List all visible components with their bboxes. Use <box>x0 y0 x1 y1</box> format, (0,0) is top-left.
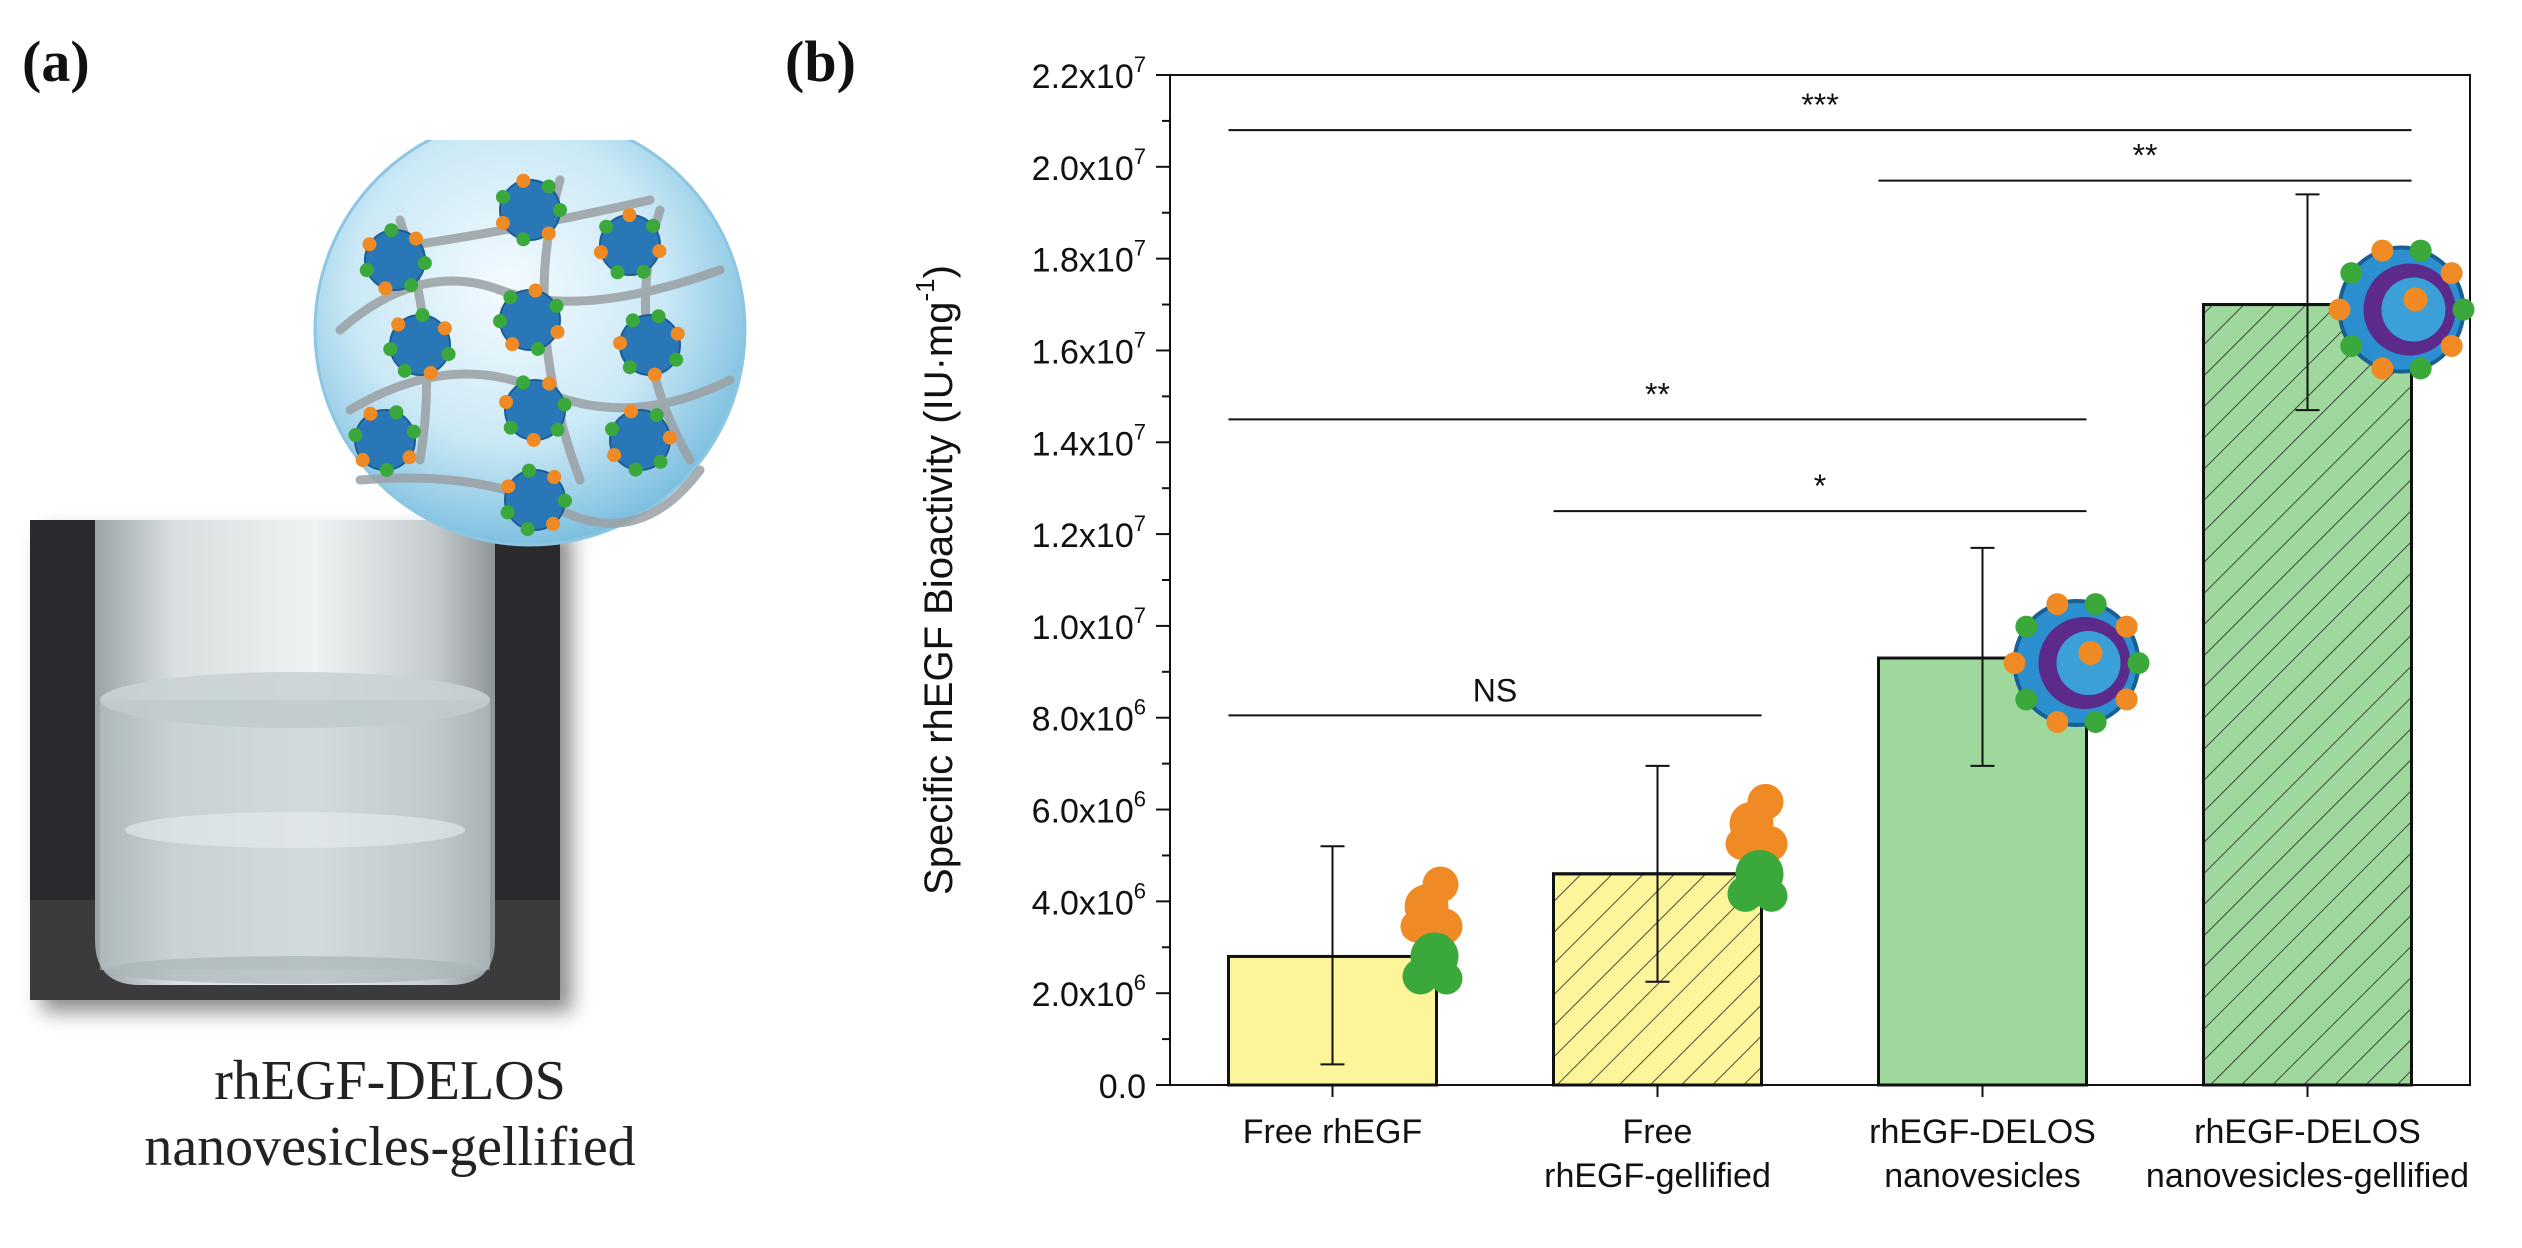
y-tick-label: 8.0x106 <box>1032 695 1146 739</box>
vesicle-icon <box>493 283 565 356</box>
vesicle-icon <box>383 308 456 381</box>
vesicle-icon <box>605 404 677 477</box>
y-axis-label: Specific rhEGF Bioactivity (IU·mg-1) <box>910 265 961 895</box>
vesicle-icon <box>500 463 572 537</box>
protein-icon <box>1400 866 1463 995</box>
error-bar <box>1970 546 1995 767</box>
x-tick-label: rhEGF-gellified <box>1544 1157 1771 1195</box>
x-tick-label: Free rhEGF <box>1243 1113 1422 1151</box>
y-tick-label: 6.0x106 <box>1032 787 1146 831</box>
y-tick-label: 4.0x106 <box>1032 878 1146 922</box>
x-tick-label: nanovesicles-gellified <box>2146 1157 2469 1195</box>
nanovesicle-icon <box>2003 593 2150 734</box>
significance-bracket: NS <box>1228 672 1762 717</box>
photo-frame <box>30 520 560 1000</box>
vesicle-icon <box>593 208 667 280</box>
panel-a-caption: rhEGF-DELOS nanovesicles-gellified <box>0 1048 780 1180</box>
significance-bracket: ** <box>1878 138 2412 182</box>
y-tick-label: 2.0x107 <box>1032 144 1146 188</box>
panel-a-label: (a) <box>22 29 90 94</box>
y-tick-label: 1.2x107 <box>1032 511 1146 555</box>
significance-label: *** <box>1801 87 1838 123</box>
bar-hatch <box>2203 304 2412 1086</box>
gel-vial-photo-illustration <box>30 140 747 1000</box>
nanovesicle-icon <box>2328 239 2475 380</box>
y-tick-label: 1.8x107 <box>1032 236 1146 280</box>
y-tick-label: 1.4x107 <box>1032 419 1146 463</box>
caption-line-2: nanovesicles-gellified <box>144 1116 636 1178</box>
significance-bracket: ** <box>1228 376 2087 421</box>
x-tick-label: Free <box>1623 1113 1693 1151</box>
x-tick-label: rhEGF-DELOS <box>1869 1113 2096 1151</box>
y-tick-label: 1.0x107 <box>1032 603 1146 647</box>
significance-label: ** <box>2133 138 2158 174</box>
panel-b-label: (b) <box>785 29 856 94</box>
nanovesicle-gel-sphere-icon <box>313 140 747 547</box>
significance-bracket: *** <box>1228 87 2412 132</box>
y-tick-label: 1.6x107 <box>1032 327 1146 371</box>
vesicle-icon <box>359 223 432 296</box>
vesicle-icon <box>495 173 567 247</box>
vesicle-icon <box>613 309 685 382</box>
y-tick-label: 0.0 <box>1099 1068 1146 1106</box>
error-bar <box>1320 845 1345 1066</box>
significance-bracket: * <box>1553 468 2087 513</box>
significance-label: * <box>1814 468 1826 504</box>
x-tick-label: rhEGF-DELOS <box>2194 1113 2421 1151</box>
y-tick-label: 2.0x106 <box>1032 970 1146 1014</box>
caption-line-1: rhEGF-DELOS <box>214 1050 566 1112</box>
error-bar <box>1645 764 1670 983</box>
error-bar <box>2295 193 2320 412</box>
y-tick-label: 2.2x107 <box>1032 52 1146 96</box>
x-tick-label: nanovesicles <box>1884 1157 2081 1195</box>
protein-icon <box>1725 783 1788 912</box>
significance-label: ** <box>1645 376 1670 412</box>
vesicle-icon <box>499 375 572 447</box>
bioactivity-bar-chart: 0.0 2.0x106 4.0x106 6.0x106 8.0x106 1.0x107 1.… <box>910 52 2475 1195</box>
vesicle-icon <box>348 405 421 477</box>
significance-label: NS <box>1473 672 1517 708</box>
